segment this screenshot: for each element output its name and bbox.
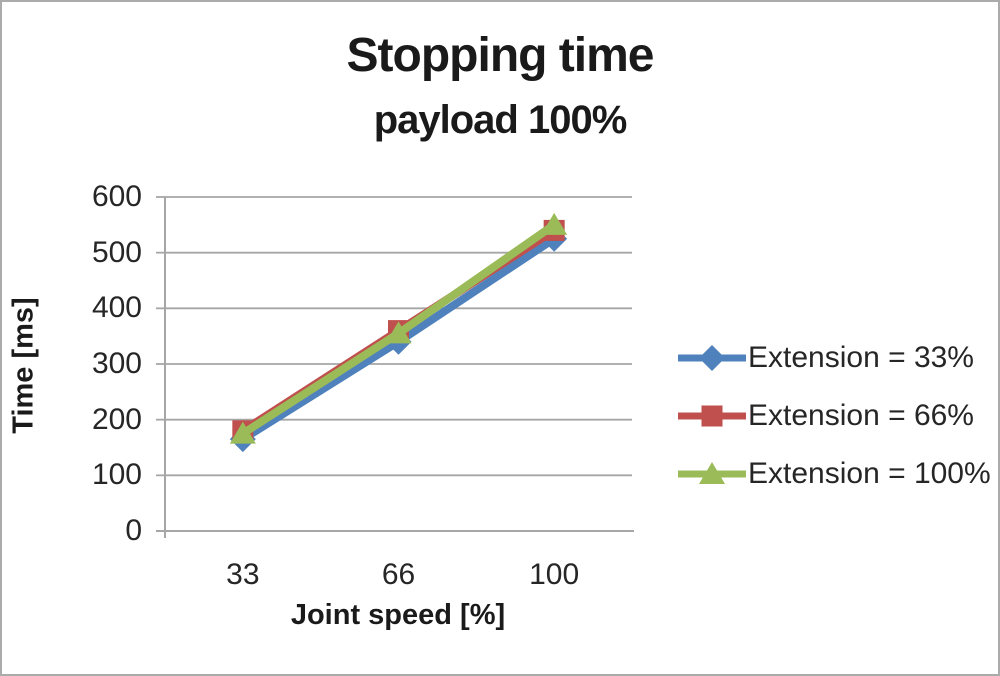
x-tick-label: 66	[381, 558, 416, 591]
series-2-marker	[229, 421, 256, 444]
y-tick-label: 100	[91, 458, 142, 492]
legend-marker-diamond-icon	[678, 345, 746, 371]
y-tick-label: 300	[91, 347, 142, 380]
legend-entry-2: Extension = 100%	[678, 454, 991, 494]
series-2-marker	[385, 321, 412, 344]
legend-label: Extension = 66%	[748, 399, 974, 432]
legend-entry-1: Extension = 66%	[678, 396, 991, 436]
series-2-marker	[541, 212, 568, 235]
legend: Extension = 33% Extension = 66% Extension …	[678, 338, 991, 512]
chart-title: Stopping time	[346, 29, 655, 82]
legend-marker-shape	[699, 345, 725, 371]
y-tick-label: 600	[91, 180, 142, 213]
chart-subtitle: payload 100%	[373, 98, 628, 142]
y-tick-label: 0	[125, 514, 142, 547]
legend-marker-square-icon	[678, 405, 746, 427]
y-axis-title: Time [ms]	[7, 297, 40, 434]
y-tick-label: 500	[91, 235, 142, 269]
y-tick-label: 200	[91, 402, 142, 436]
legend-marker-shape	[699, 462, 725, 484]
legend-label: Extension = 33%	[748, 341, 974, 374]
y-tick-label: 400	[91, 291, 142, 325]
legend-label: Extension = 100%	[748, 457, 991, 490]
legend-entry-0: Extension = 33%	[678, 338, 991, 378]
legend-marker-triangle-icon	[678, 462, 746, 484]
legend-marker-shape	[701, 405, 723, 427]
x-tick-label: 33	[226, 558, 260, 591]
x-axis-title: Joint speed [%]	[290, 599, 506, 631]
x-tick-label: 100	[529, 558, 580, 591]
